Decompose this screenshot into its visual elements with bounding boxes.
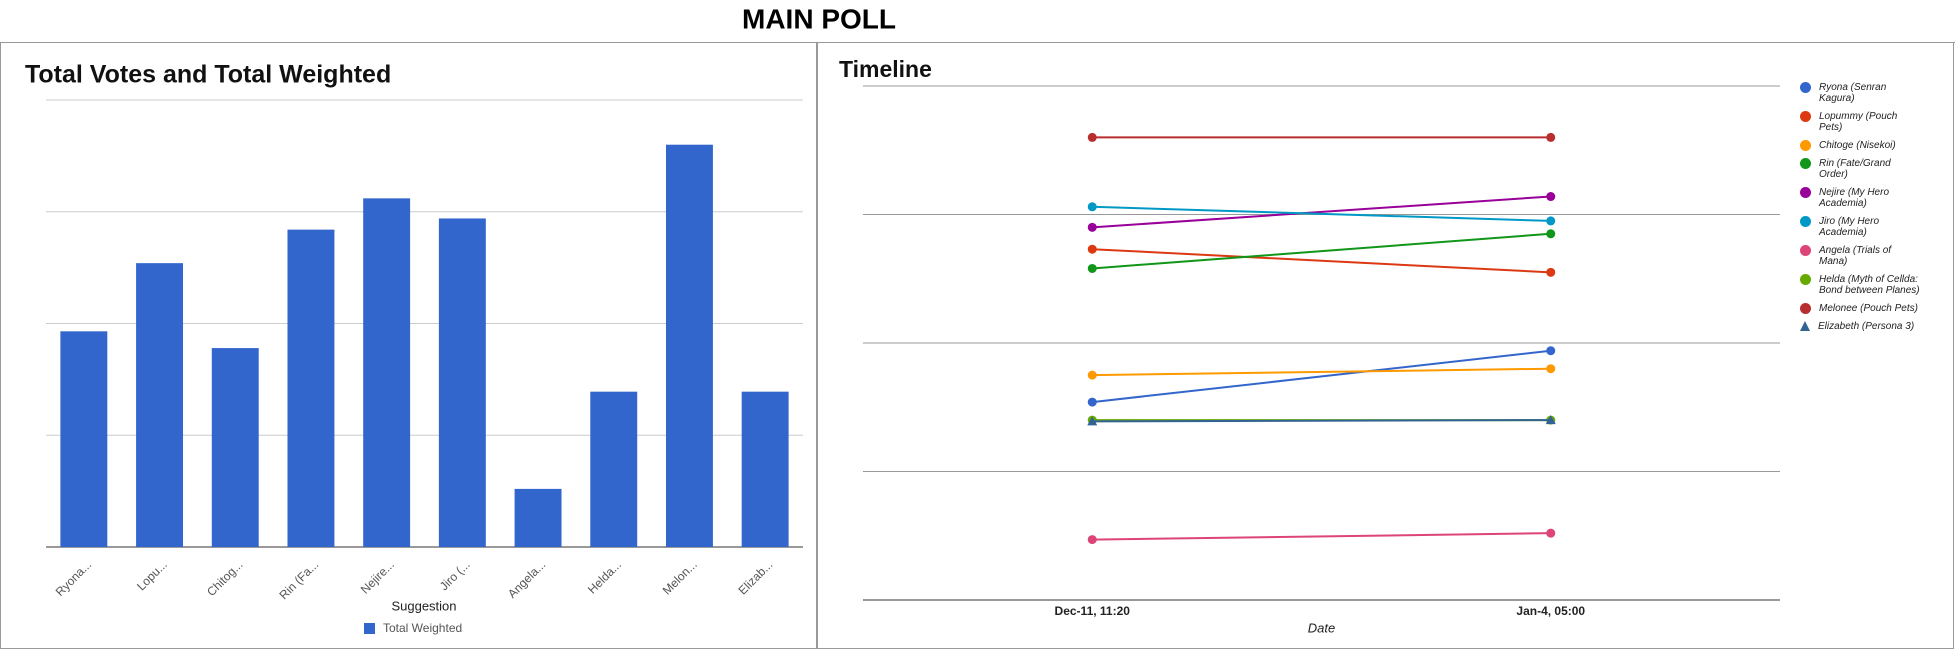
series-line — [1092, 205, 1551, 222]
x-tick-label: Melon... — [660, 557, 700, 597]
x-tick-label: Nejire... — [358, 557, 397, 596]
point — [1087, 416, 1098, 426]
legend-swatch — [1800, 111, 1811, 122]
point — [1087, 397, 1097, 407]
point — [1087, 222, 1097, 232]
x-tick-label: Angela... — [505, 557, 548, 600]
legend-item: Nejire (My Hero Academia) — [1800, 187, 1920, 209]
x-tick-label: Dec-11, 11:20 — [1055, 604, 1131, 618]
legend: Ryona (Senran Kagura) Lopummy (Pouch Pets… — [1800, 82, 1920, 332]
x-tick-label: Rin (Fa... — [277, 557, 322, 602]
legend-swatch — [1800, 321, 1810, 331]
x-tick-label: Chitog... — [204, 557, 246, 599]
point — [1087, 263, 1097, 273]
point — [1087, 202, 1097, 212]
point — [1546, 528, 1556, 538]
point — [1546, 364, 1556, 374]
point — [1546, 267, 1556, 277]
legend-item: Chitoge (Nisekoi) — [1800, 140, 1920, 151]
x-tick-label: Jan-4, 05:00 — [1516, 604, 1585, 618]
legend-item: Lopummy (Pouch Pets) — [1800, 111, 1920, 133]
bar — [741, 391, 789, 547]
legend-swatch — [1800, 303, 1811, 314]
x-tick-label: Lopu... — [134, 557, 170, 593]
point — [1546, 346, 1556, 356]
series-line — [1092, 367, 1551, 377]
bar — [136, 263, 184, 547]
legend-label: Ryona (Senran Kagura) — [1819, 82, 1887, 104]
legend-item: Elizabeth (Persona 3) — [1800, 321, 1920, 332]
legend-label: Total Weighted — [383, 621, 462, 635]
legend-label: Lopummy (Pouch Pets) — [1819, 111, 1898, 133]
point — [1546, 192, 1556, 202]
point — [1546, 132, 1556, 142]
legend-label: Nejire (My Hero Academia) — [1819, 187, 1890, 209]
x-tick-label: Elizab... — [735, 557, 775, 597]
legend-swatch — [1800, 274, 1811, 285]
legend-label: Elizabeth (Persona 3) — [1818, 321, 1915, 332]
legend-swatch — [1800, 82, 1811, 93]
point — [1087, 535, 1097, 545]
legend-label: Angela (Trials of Mana) — [1819, 245, 1892, 267]
legend-swatch — [364, 623, 375, 634]
bar — [287, 229, 335, 547]
legend-item: Rin (Fate/Grand Order) — [1800, 158, 1920, 180]
series-line — [1092, 532, 1551, 541]
point — [1087, 132, 1097, 142]
legend-swatch — [1800, 216, 1811, 227]
legend-item: Melonee (Pouch Pets) — [1800, 303, 1920, 314]
legend-label: Chitoge (Nisekoi) — [1819, 140, 1896, 151]
page-title: MAIN POLL — [742, 3, 896, 34]
bar — [665, 144, 713, 547]
series-line — [1092, 419, 1551, 423]
x-axis-label: Suggestion — [391, 598, 456, 613]
legend-label: Helda (Myth of Cellda: Bond between Plan… — [1819, 274, 1920, 296]
point — [1546, 229, 1556, 239]
bar — [363, 198, 411, 547]
legend-item: Angela (Trials of Mana) — [1800, 245, 1920, 267]
legend-swatch — [1800, 245, 1811, 256]
series-line — [1092, 232, 1551, 270]
series-line — [1092, 248, 1551, 274]
legend-label: Jiro (My Hero Academia) — [1819, 216, 1880, 238]
point — [1087, 370, 1097, 380]
right-panel — [817, 42, 1954, 649]
chart-title: Timeline — [839, 56, 932, 82]
bar — [590, 391, 638, 547]
legend-item: Ryona (Senran Kagura) — [1800, 82, 1920, 104]
legend-swatch — [1800, 140, 1811, 151]
x-tick-label: Jiro (... — [437, 557, 473, 593]
legend-item: Jiro (My Hero Academia) — [1800, 216, 1920, 238]
bar — [438, 218, 486, 547]
bar — [514, 488, 562, 547]
bar — [60, 331, 108, 547]
x-tick-label: Helda... — [585, 557, 624, 596]
legend-item: Helda (Myth of Cellda: Bond between Plan… — [1800, 274, 1920, 296]
x-axis-label: Date — [1308, 620, 1335, 635]
legend-label: Melonee (Pouch Pets) — [1819, 303, 1918, 314]
point — [1545, 415, 1556, 425]
point — [1087, 244, 1097, 254]
series-line — [1092, 349, 1551, 404]
series-line — [1092, 195, 1551, 229]
x-tick-label: Ryona... — [53, 557, 95, 599]
chart-title: Total Votes and Total Weighted — [25, 61, 391, 89]
legend-label: Rin (Fate/Grand Order) — [1819, 158, 1891, 180]
legend-swatch — [1800, 158, 1811, 169]
bar — [211, 348, 259, 547]
legend-swatch — [1800, 187, 1811, 198]
point — [1546, 216, 1556, 226]
